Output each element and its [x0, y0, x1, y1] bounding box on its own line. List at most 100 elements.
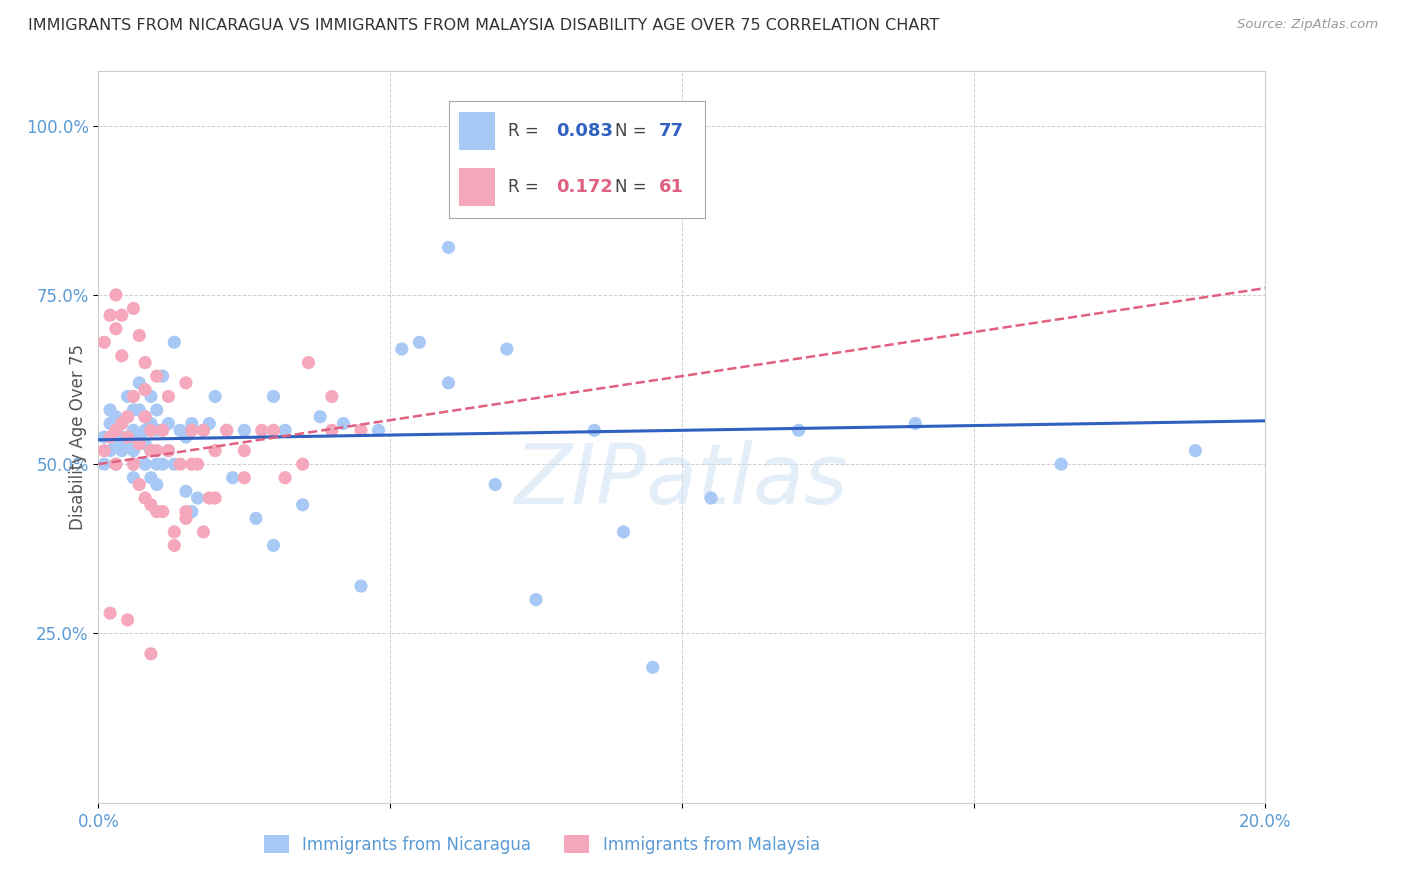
- Y-axis label: Disability Age Over 75: Disability Age Over 75: [69, 344, 87, 530]
- Point: [111, 430, 134, 444]
- Point: [93, 457, 115, 471]
- Point: [128, 430, 150, 444]
- Point: [146, 423, 169, 437]
- Point: [139, 423, 162, 437]
- Point: [139, 498, 162, 512]
- Point: [146, 477, 169, 491]
- Point: [93, 335, 115, 350]
- Point: [134, 491, 156, 505]
- Point: [104, 423, 127, 437]
- Point: [139, 647, 162, 661]
- Point: [128, 376, 150, 390]
- Point: [157, 417, 180, 431]
- Point: [524, 592, 547, 607]
- Point: [1050, 457, 1073, 471]
- Point: [204, 389, 226, 403]
- Point: [309, 409, 332, 424]
- Point: [174, 376, 197, 390]
- Point: [787, 423, 810, 437]
- Point: [496, 342, 519, 356]
- Point: [111, 443, 134, 458]
- Point: [245, 511, 267, 525]
- Point: [157, 443, 180, 458]
- Point: [122, 423, 145, 437]
- Point: [104, 457, 127, 471]
- Point: [174, 484, 197, 499]
- Text: IMMIGRANTS FROM NICARAGUA VS IMMIGRANTS FROM MALAYSIA DISABILITY AGE OVER 75 COR: IMMIGRANTS FROM NICARAGUA VS IMMIGRANTS …: [28, 18, 939, 33]
- Point: [174, 505, 197, 519]
- Point: [187, 457, 209, 471]
- Point: [98, 443, 121, 458]
- Point: [122, 471, 145, 485]
- Point: [233, 471, 256, 485]
- Point: [180, 423, 202, 437]
- Legend: Immigrants from Nicaragua, Immigrants from Malaysia: Immigrants from Nicaragua, Immigrants fr…: [257, 829, 827, 860]
- Point: [111, 349, 134, 363]
- Point: [117, 389, 139, 403]
- Point: [250, 423, 273, 437]
- Point: [641, 660, 664, 674]
- Point: [139, 389, 162, 403]
- Point: [134, 457, 156, 471]
- Point: [408, 335, 430, 350]
- Point: [134, 423, 156, 437]
- Point: [128, 403, 150, 417]
- Point: [291, 498, 314, 512]
- Point: [321, 423, 343, 437]
- Point: [98, 430, 121, 444]
- Point: [152, 369, 174, 384]
- Point: [128, 477, 150, 491]
- Point: [104, 423, 127, 437]
- Point: [437, 240, 460, 254]
- Point: [391, 342, 413, 356]
- Point: [180, 417, 202, 431]
- Point: [700, 491, 723, 505]
- Point: [233, 423, 256, 437]
- Point: [233, 443, 256, 458]
- Point: [204, 443, 226, 458]
- Point: [122, 457, 145, 471]
- Point: [122, 403, 145, 417]
- Point: [904, 417, 927, 431]
- Point: [274, 471, 297, 485]
- Point: [350, 423, 373, 437]
- Point: [180, 505, 202, 519]
- Point: [198, 491, 221, 505]
- Point: [163, 335, 186, 350]
- Point: [117, 613, 139, 627]
- Point: [146, 443, 169, 458]
- Point: [367, 423, 389, 437]
- Point: [134, 383, 156, 397]
- Point: [117, 430, 139, 444]
- Point: [262, 423, 284, 437]
- Point: [291, 457, 314, 471]
- Point: [134, 409, 156, 424]
- Point: [98, 403, 121, 417]
- Point: [152, 505, 174, 519]
- Point: [163, 457, 186, 471]
- Point: [332, 417, 354, 431]
- Point: [221, 471, 243, 485]
- Point: [139, 471, 162, 485]
- Point: [157, 443, 180, 458]
- Point: [157, 389, 180, 403]
- Point: [193, 423, 215, 437]
- Point: [117, 437, 139, 451]
- Point: [128, 437, 150, 451]
- Point: [350, 579, 373, 593]
- Point: [104, 457, 127, 471]
- Point: [93, 430, 115, 444]
- Point: [104, 322, 127, 336]
- Point: [204, 491, 226, 505]
- Point: [134, 409, 156, 424]
- Point: [169, 423, 191, 437]
- Point: [180, 457, 202, 471]
- Point: [117, 409, 139, 424]
- Point: [274, 423, 297, 437]
- Point: [104, 409, 127, 424]
- Point: [163, 538, 186, 552]
- Point: [122, 301, 145, 316]
- Point: [321, 389, 343, 403]
- Point: [122, 389, 145, 403]
- Point: [152, 423, 174, 437]
